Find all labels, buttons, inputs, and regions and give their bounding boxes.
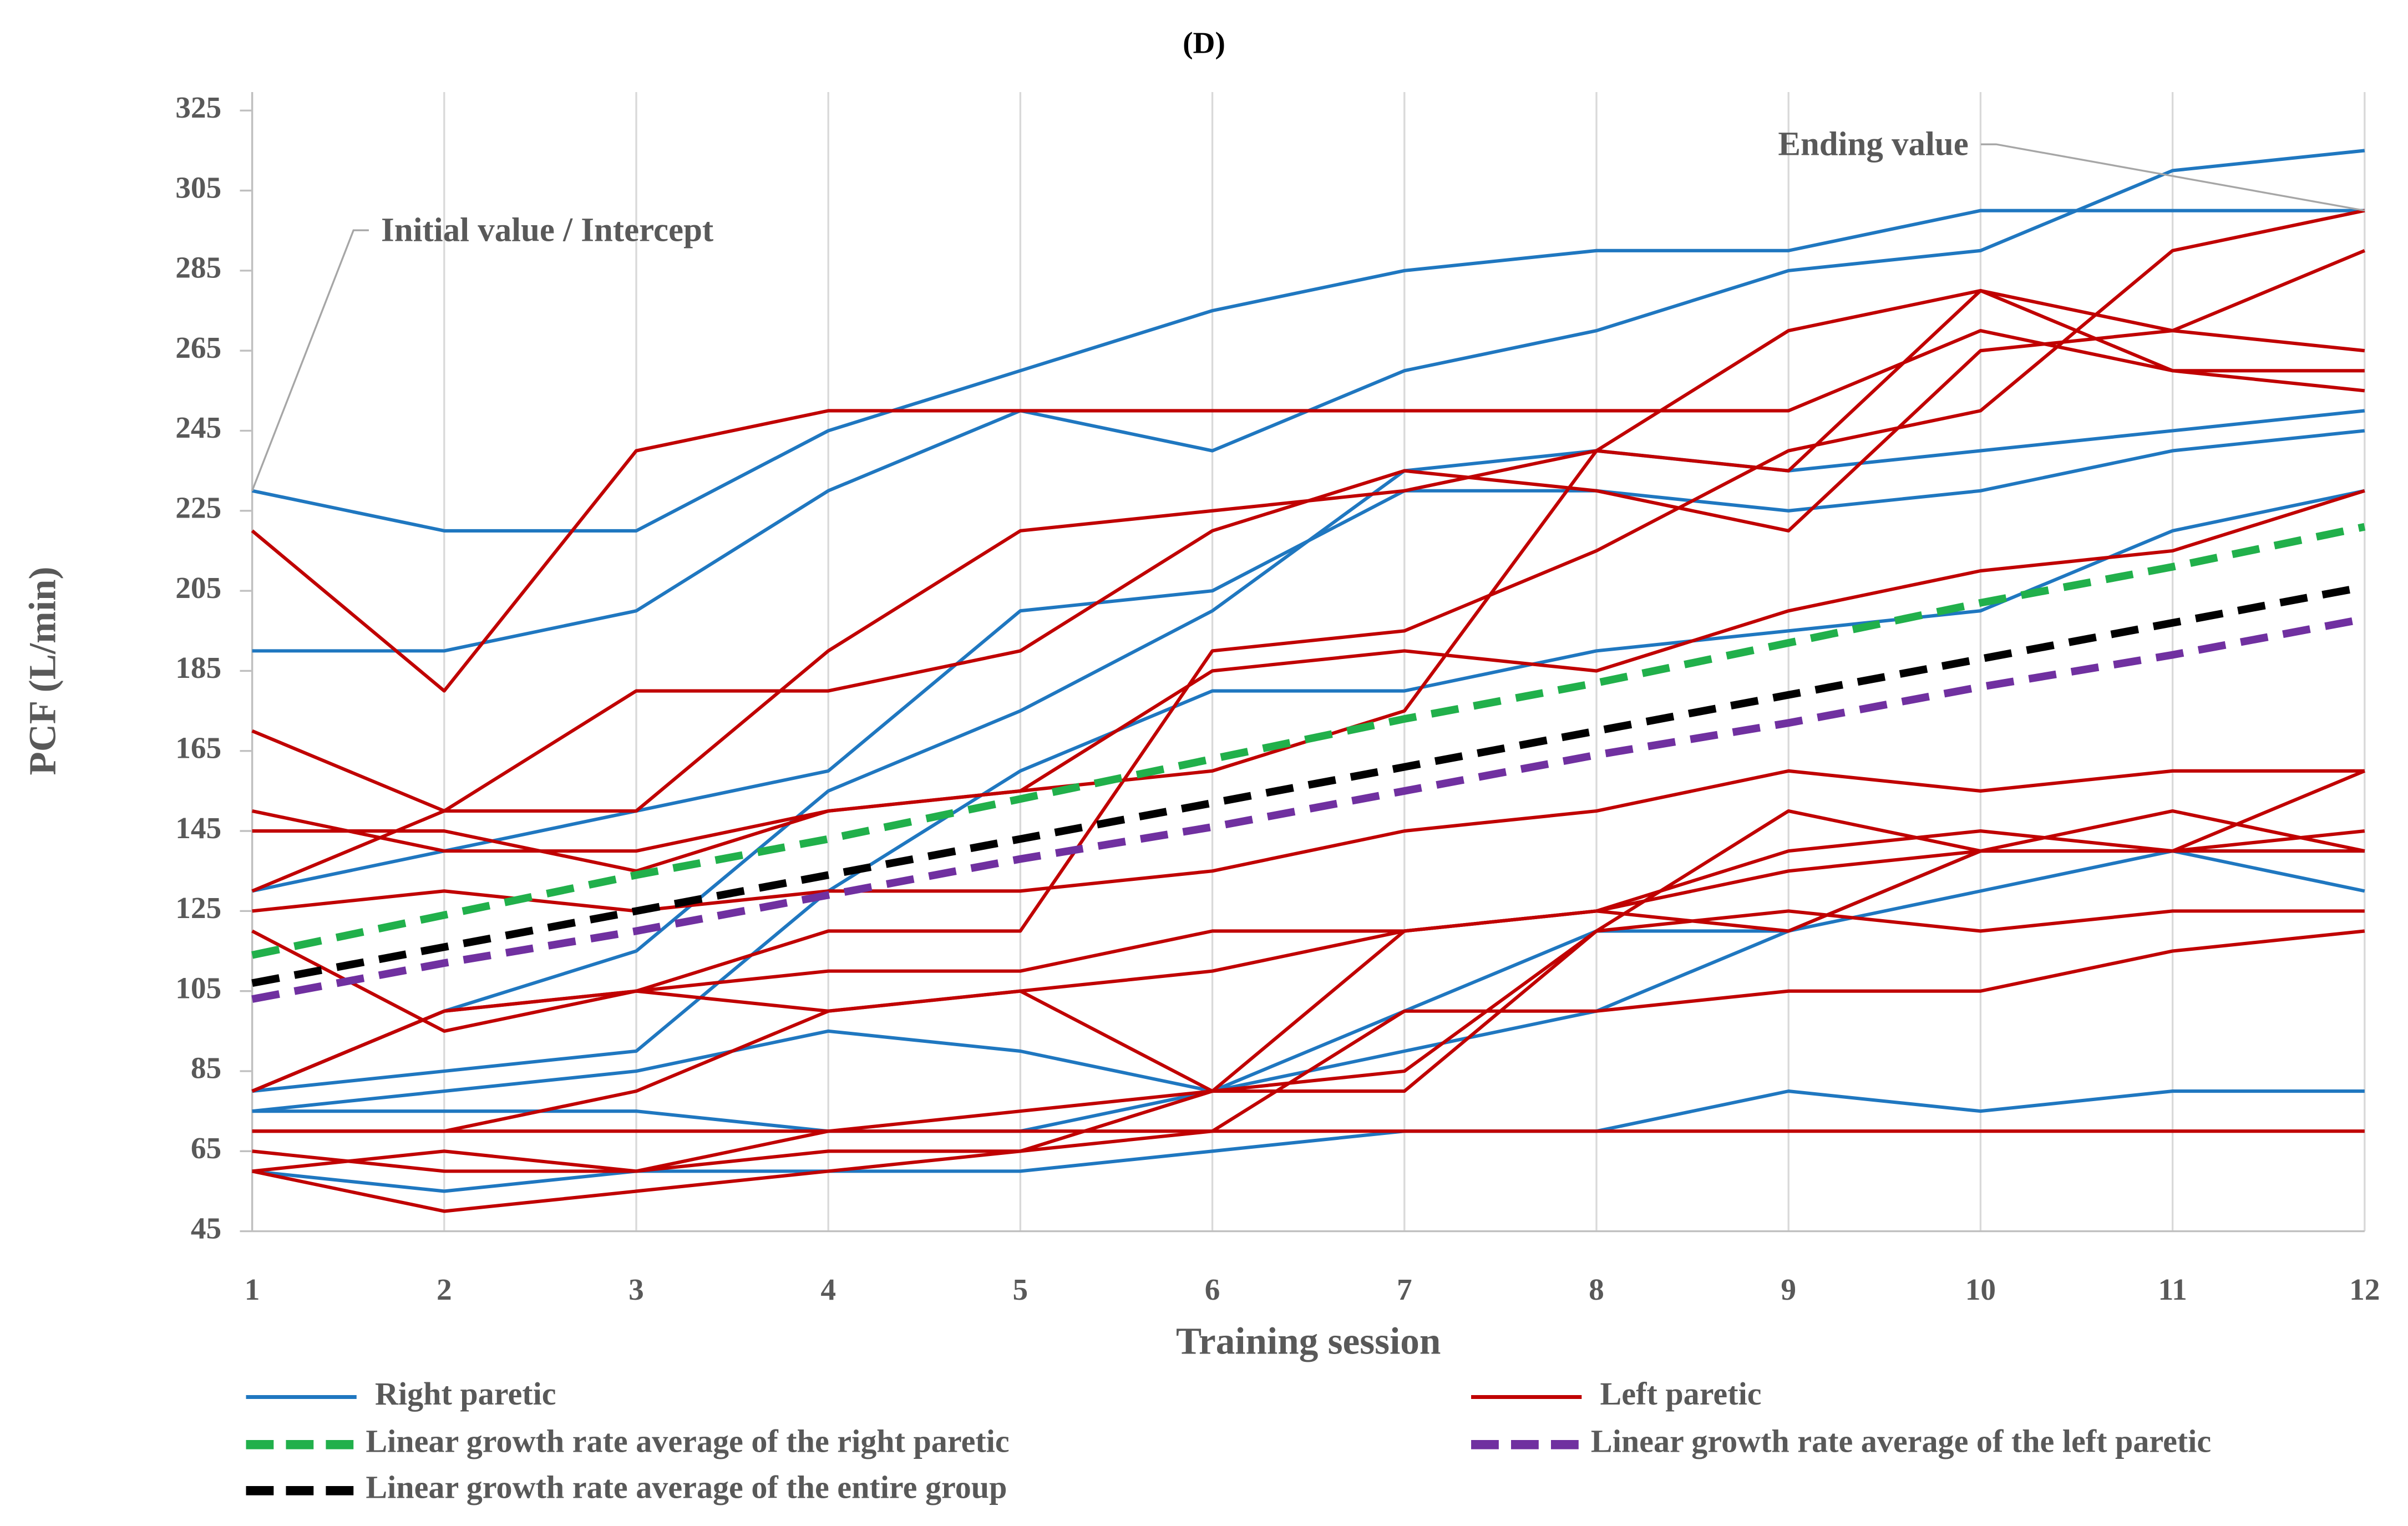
y-tick-label: 185 xyxy=(175,651,221,685)
data-line xyxy=(252,809,2365,1133)
x-tick-label: 12 xyxy=(2349,1272,2380,1306)
x-tick-label: 7 xyxy=(1397,1272,1412,1306)
data-line xyxy=(252,489,2365,1093)
annotation: Initial value / Intercept xyxy=(381,212,713,249)
x-tick-label: 4 xyxy=(820,1272,836,1306)
data-line xyxy=(251,209,2365,533)
x-tick-label: 11 xyxy=(2158,1272,2187,1306)
legend-label: Linear growth rate average of the left p… xyxy=(1591,1423,2211,1459)
y-tick-label: 105 xyxy=(175,971,221,1005)
y-tick-label: 305 xyxy=(175,170,221,204)
y-tick-label: 85 xyxy=(191,1051,221,1085)
y-tick-label: 225 xyxy=(175,491,221,525)
y-tick-label: 265 xyxy=(175,331,221,364)
x-tick-label: 8 xyxy=(1589,1272,1604,1306)
y-tick-label: 245 xyxy=(175,410,221,444)
trend-line xyxy=(251,523,2366,959)
legend-label: Right paretic xyxy=(375,1376,556,1412)
data-line xyxy=(251,329,2365,693)
annotation-leader xyxy=(251,229,369,491)
trend-line xyxy=(251,583,2366,987)
y-tick-label: 205 xyxy=(175,571,221,605)
legend-label: Linear growth rate average of the entire… xyxy=(366,1469,1007,1505)
data-line xyxy=(252,849,2365,1133)
data-line xyxy=(252,929,2365,1173)
legend-label: Left paretic xyxy=(1600,1376,1762,1412)
x-tick-label: 1 xyxy=(245,1272,260,1306)
y-tick-label: 165 xyxy=(175,731,221,764)
data-line xyxy=(252,769,2365,913)
annotation-leader xyxy=(1980,143,2365,212)
data-line xyxy=(251,249,2365,893)
x-tick-label: 10 xyxy=(1965,1272,1996,1306)
y-tick-label: 45 xyxy=(191,1211,221,1245)
x-tick-label: 6 xyxy=(1205,1272,1220,1306)
x-tick-label: 2 xyxy=(437,1272,452,1306)
y-axis-label: PCF (L/min) xyxy=(21,566,64,775)
annotation: Ending value xyxy=(1778,126,1968,163)
data-line xyxy=(251,849,2365,1213)
data-line xyxy=(251,409,2365,1093)
x-tick-label: 5 xyxy=(1013,1272,1028,1306)
x-tick-label: 9 xyxy=(1781,1272,1796,1306)
y-tick-label: 285 xyxy=(175,251,221,285)
data-line xyxy=(251,288,2365,853)
trend-line xyxy=(251,615,2366,1003)
x-tick-label: 3 xyxy=(628,1272,644,1306)
x-axis-label: Training session xyxy=(1176,1319,1441,1362)
data-line xyxy=(252,1089,2365,1193)
panel-label: (D) xyxy=(1183,26,1225,60)
y-tick-label: 325 xyxy=(175,90,221,124)
data-line xyxy=(251,829,2365,1093)
data-line xyxy=(252,909,2365,1173)
y-tick-label: 125 xyxy=(175,891,221,925)
data-line xyxy=(252,489,2365,873)
y-tick-label: 145 xyxy=(175,811,221,845)
y-tick-label: 65 xyxy=(191,1131,221,1165)
legend-label: Linear growth rate average of the right … xyxy=(366,1423,1009,1459)
